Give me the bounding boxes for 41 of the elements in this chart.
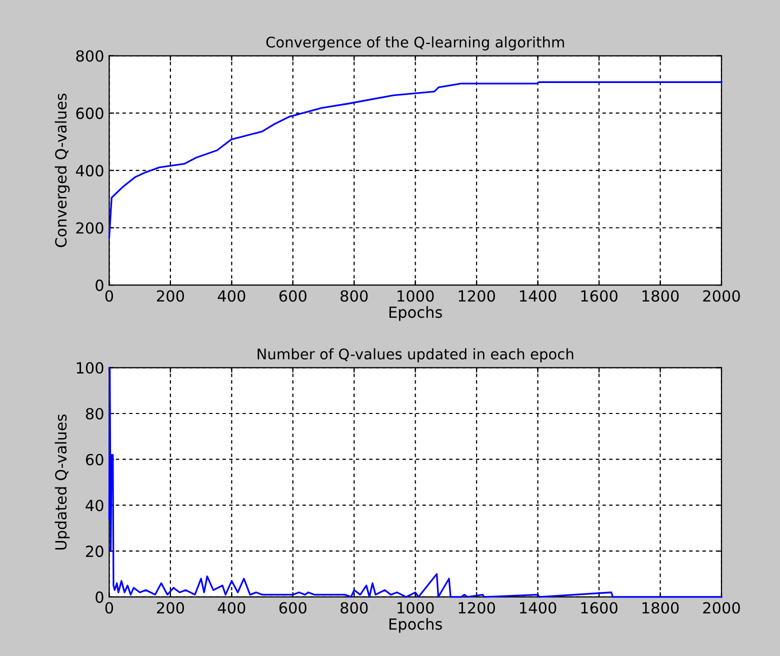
x-tick-label: 1000: [398, 602, 434, 614]
x-axis-title: Epochs: [389, 306, 442, 321]
x-tick-label: 400: [218, 290, 246, 302]
x-tick-label: 600: [279, 290, 306, 302]
x-tick-label: 2000: [703, 602, 740, 614]
y-tick-label: 100: [76, 362, 104, 374]
y-axis-title: Converged Q-values: [54, 94, 70, 248]
x-axis-title: Epochs: [389, 618, 442, 633]
x-tick-label: 800: [340, 602, 368, 614]
x-tick-label: 0: [105, 602, 114, 614]
x-tick-label: 0: [105, 290, 114, 302]
x-tick-label: 200: [156, 602, 184, 614]
y-tick-label: 200: [76, 222, 104, 234]
line-series: [108, 81, 722, 238]
x-tick-label: 1200: [458, 602, 496, 614]
x-tick-label: 1200: [458, 290, 496, 302]
x-tick-label: 1000: [398, 290, 434, 302]
y-tick-label: 0: [96, 591, 104, 603]
y-tick-label: 40: [86, 500, 104, 512]
x-tick-label: 400: [218, 602, 246, 614]
x-tick-label: 1400: [520, 290, 556, 302]
line-series: [108, 366, 722, 598]
x-tick-label: 800: [340, 290, 368, 302]
x-tick-label: 1600: [581, 602, 618, 614]
x-tick-label: 1400: [520, 602, 556, 614]
y-tick-label: 20: [86, 546, 104, 558]
y-axis-title: Updated Q-values: [54, 414, 70, 550]
y-tick-label: 600: [76, 108, 104, 120]
x-tick-label: 1800: [642, 290, 679, 302]
chart-title: Number of Q-values updated in each epoch: [258, 348, 574, 362]
x-tick-label: 200: [156, 290, 184, 302]
x-tick-label: 1800: [642, 602, 679, 614]
chart-title: Convergence of the Q-learning algorithm: [266, 36, 564, 50]
x-tick-label: 2000: [703, 290, 740, 302]
y-tick-label: 400: [76, 164, 104, 176]
x-tick-label: 1600: [581, 290, 618, 302]
y-tick-label: 0: [96, 280, 104, 292]
y-tick-label: 800: [76, 50, 104, 62]
y-tick-label: 80: [86, 408, 104, 420]
y-tick-label: 60: [86, 454, 104, 466]
x-tick-label: 600: [279, 602, 306, 614]
